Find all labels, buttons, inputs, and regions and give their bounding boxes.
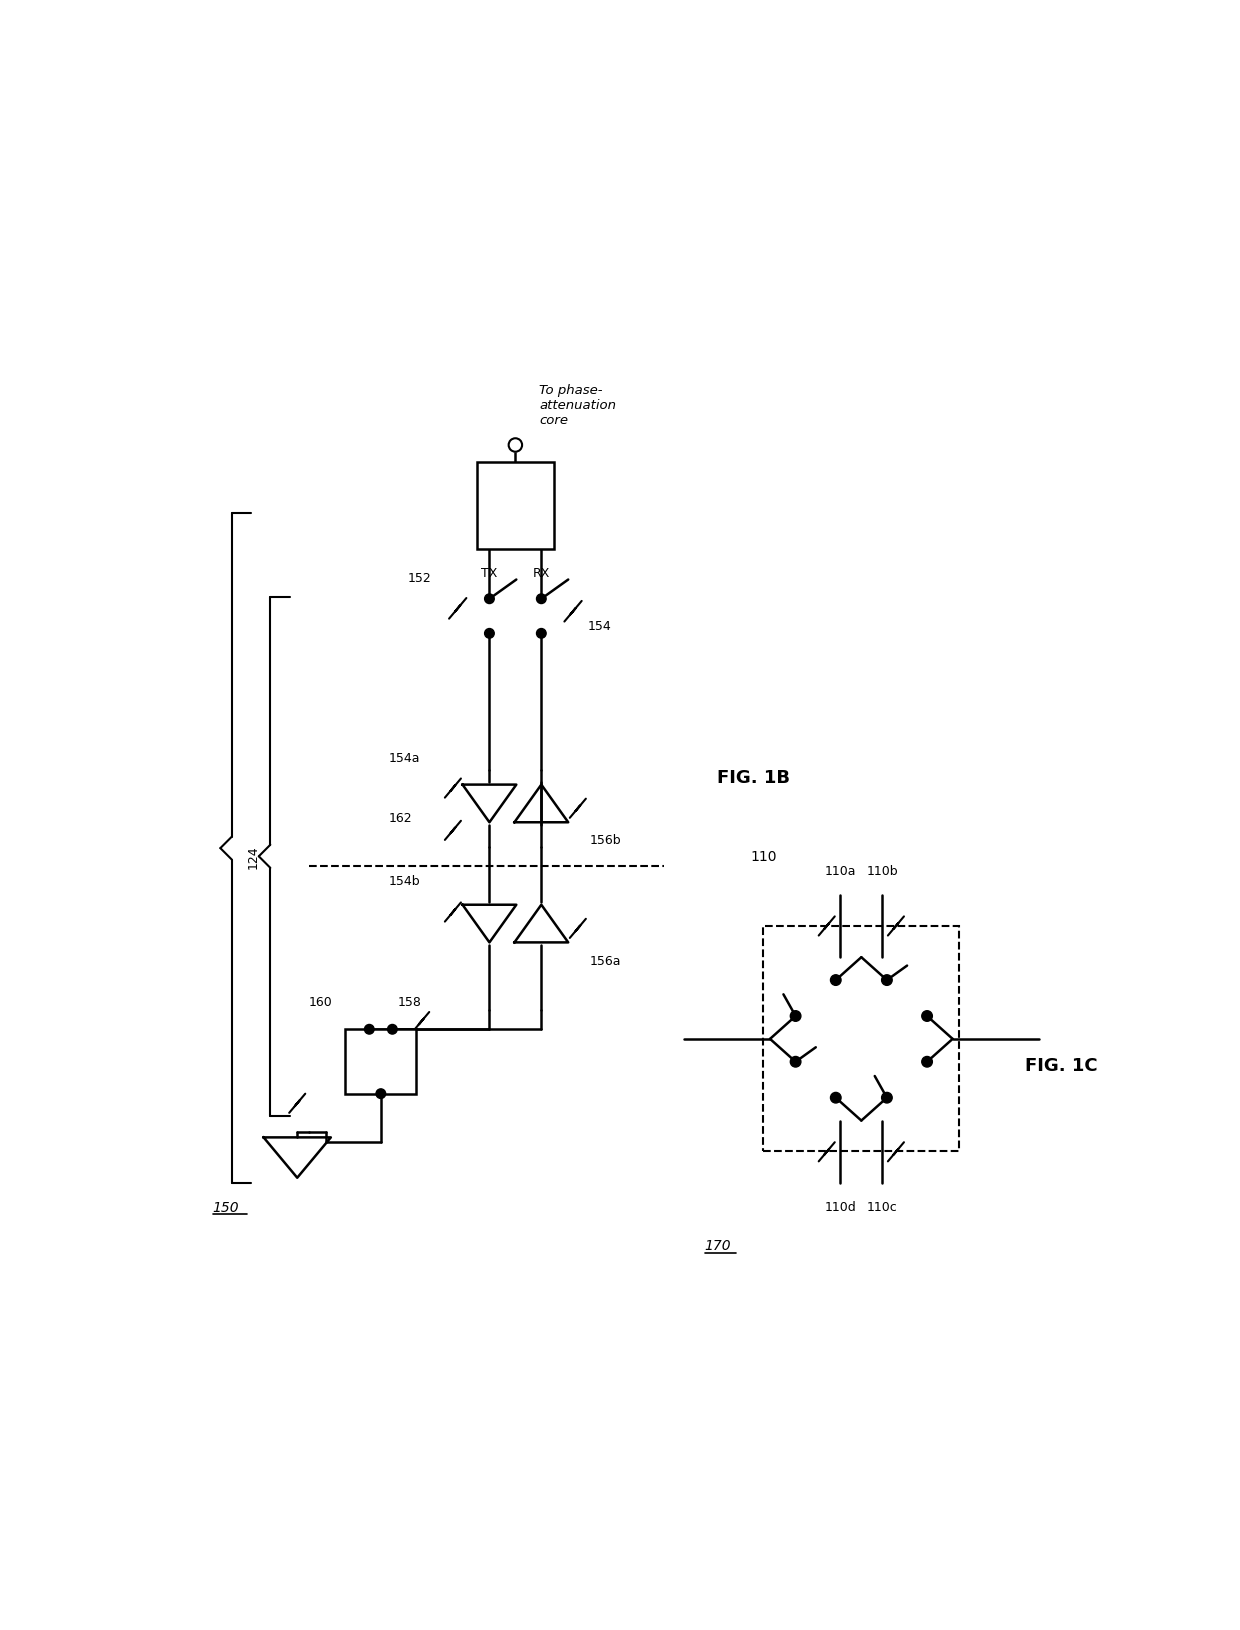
FancyBboxPatch shape [477, 463, 554, 549]
Text: 154b: 154b [388, 874, 420, 887]
Circle shape [882, 1092, 893, 1104]
Circle shape [790, 1056, 801, 1068]
Circle shape [508, 438, 522, 453]
Text: 162: 162 [388, 812, 412, 825]
Circle shape [485, 629, 495, 639]
Text: 170: 170 [704, 1239, 732, 1253]
Text: 110: 110 [751, 849, 777, 864]
Text: 110b: 110b [867, 866, 898, 879]
Text: TX: TX [481, 567, 497, 580]
Circle shape [831, 1092, 841, 1104]
Text: To phase-
attenuation
core: To phase- attenuation core [539, 385, 616, 427]
Circle shape [831, 975, 841, 986]
Circle shape [921, 1011, 932, 1022]
Circle shape [790, 1011, 801, 1022]
Text: 160: 160 [309, 996, 332, 1009]
Text: 156b: 156b [589, 835, 621, 848]
Text: 156a: 156a [589, 954, 621, 967]
Text: 154: 154 [588, 619, 611, 632]
Text: 152: 152 [408, 572, 432, 585]
Text: FIG. 1B: FIG. 1B [717, 768, 790, 786]
Text: 110d: 110d [825, 1201, 856, 1214]
Circle shape [485, 595, 495, 605]
Circle shape [537, 595, 546, 605]
Circle shape [537, 629, 546, 639]
Text: 154a: 154a [388, 751, 420, 764]
FancyBboxPatch shape [345, 1030, 417, 1094]
Text: RX: RX [533, 567, 551, 580]
Text: 110c: 110c [867, 1201, 898, 1214]
Circle shape [376, 1089, 386, 1099]
Circle shape [882, 975, 893, 986]
Text: 158: 158 [398, 996, 422, 1009]
Circle shape [388, 1025, 397, 1035]
Text: 124: 124 [247, 844, 259, 869]
Text: 110a: 110a [825, 866, 856, 879]
Text: 150: 150 [213, 1201, 239, 1214]
Circle shape [921, 1056, 932, 1068]
Text: FIG. 1C: FIG. 1C [1024, 1056, 1097, 1074]
Circle shape [365, 1025, 374, 1035]
